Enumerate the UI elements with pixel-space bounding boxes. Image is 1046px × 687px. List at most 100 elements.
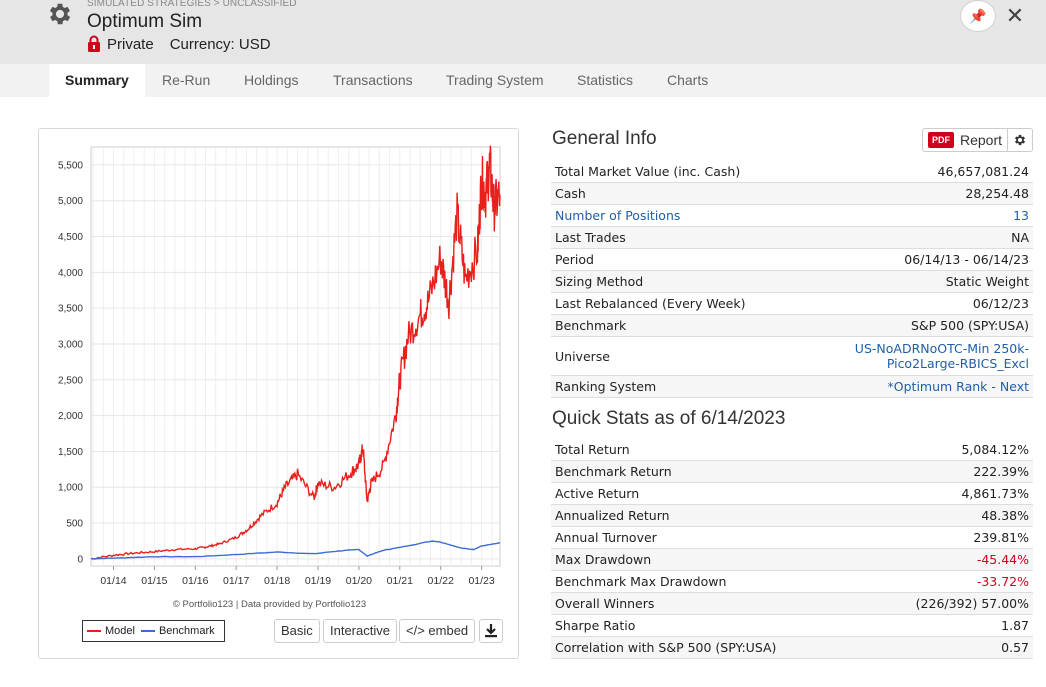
table-row: Total Market Value (inc. Cash) 46,657,081… xyxy=(551,161,1033,183)
series-line-benchmark xyxy=(90,540,501,560)
row-label: Max Drawdown xyxy=(555,552,652,567)
basic-chart-button[interactable]: Basic xyxy=(274,619,320,643)
row-value: NA xyxy=(1011,230,1029,245)
pdf-icon: PDF xyxy=(928,132,954,148)
row-label: Universe xyxy=(555,348,610,364)
table-row: Last Trades NA xyxy=(551,227,1033,249)
row-value: (226/392) 57.00% xyxy=(915,596,1029,611)
strategy-meta: Private Currency: USD xyxy=(87,35,271,53)
row-label: Total Market Value (inc. Cash) xyxy=(555,164,741,179)
row-value: 5,084.12% xyxy=(961,442,1029,457)
page-header: SIMULATED STRATEGIES > UNCLASSIFIED Opti… xyxy=(0,0,1046,64)
row-label: Annualized Return xyxy=(555,508,670,523)
lock-icon xyxy=(88,35,100,52)
tab-holdings[interactable]: Holdings xyxy=(244,72,299,88)
tab-charts[interactable]: Charts xyxy=(667,72,709,88)
y-tick-label: 4,500 xyxy=(58,232,83,243)
x-tick-label: 01/14 xyxy=(100,575,126,587)
y-tick-label: 5,000 xyxy=(58,196,83,207)
row-value: 1.87 xyxy=(1001,618,1029,633)
tab-bar: Summary Re-Run Holdings Transactions Tra… xyxy=(0,64,1046,97)
legend-label-model: Model xyxy=(105,625,135,637)
table-row: Benchmark Return 222.39% xyxy=(551,461,1033,483)
chart-legend: Model Benchmark xyxy=(82,620,225,642)
report-label: Report xyxy=(960,132,1003,148)
row-value: -33.72% xyxy=(976,574,1029,589)
row-label: Sharpe Ratio xyxy=(555,618,636,633)
table-row: Correlation with S&P 500 (SPY:USA) 0.57 xyxy=(551,637,1033,659)
table-row: Overall Winners (226/392) 57.00% xyxy=(551,593,1033,615)
row-label: Correlation with S&P 500 (SPY:USA) xyxy=(555,640,777,655)
row-label: Benchmark xyxy=(555,318,627,333)
y-tick-label: 500 xyxy=(66,519,83,530)
legend-label-benchmark: Benchmark xyxy=(158,625,215,637)
download-icon xyxy=(485,624,497,638)
universe-link[interactable]: US-NoADRNoOTC-Min 250k- Pico2Large-RBICS_… xyxy=(855,341,1029,371)
y-tick-label: 4,000 xyxy=(58,268,83,279)
number-of-positions-link[interactable]: Number of Positions xyxy=(555,208,681,223)
row-value: 28,254.48 xyxy=(965,186,1029,201)
universe-line-2: Pico2Large-RBICS_Excl xyxy=(886,356,1029,371)
y-tick-label: 2,500 xyxy=(58,375,83,386)
table-row: Max Drawdown -45.44% xyxy=(551,549,1033,571)
ranking-system-link[interactable]: *Optimum Rank - Next xyxy=(887,379,1029,394)
interactive-chart-button[interactable]: Interactive xyxy=(323,619,397,643)
table-row: Last Rebalanced (Every Week) 06/12/23 xyxy=(551,293,1033,315)
table-row: Ranking System *Optimum Rank - Next xyxy=(551,376,1033,398)
currency-label: Currency: USD xyxy=(169,35,271,53)
x-tick-label: 01/20 xyxy=(346,575,372,587)
table-row: Total Return 5,084.12% xyxy=(551,439,1033,461)
tab-statistics[interactable]: Statistics xyxy=(577,72,634,88)
gear-icon xyxy=(1014,134,1026,146)
privacy-label: Private xyxy=(107,35,154,53)
table-row: Annualized Return 48.38% xyxy=(551,505,1033,527)
table-row: Active Return 4,861.73% xyxy=(551,483,1033,505)
chart-credit: © Portfolio123 | Data provided by Portfo… xyxy=(173,599,366,610)
close-icon[interactable]: ✕ xyxy=(1005,3,1025,28)
pdf-report-button[interactable]: PDF Report xyxy=(922,128,1008,152)
legend-item-model[interactable]: Model xyxy=(87,625,135,637)
row-label: Last Rebalanced (Every Week) xyxy=(555,296,746,311)
report-settings-button[interactable] xyxy=(1008,128,1033,152)
table-row: Period 06/14/13 - 06/14/23 xyxy=(551,249,1033,271)
table-row: Universe US-NoADRNoOTC-Min 250k- Pico2Larg… xyxy=(551,337,1033,376)
universe-line-1: US-NoADRNoOTC-Min 250k- xyxy=(854,341,1029,356)
tab-summary[interactable]: Summary xyxy=(49,64,145,97)
general-info-table: Total Market Value (inc. Cash) 46,657,081… xyxy=(551,161,1033,398)
x-tick-label: 01/21 xyxy=(387,575,413,587)
tab-transactions[interactable]: Transactions xyxy=(333,72,413,88)
tab-re-run[interactable]: Re-Run xyxy=(162,72,211,88)
row-label: Annual Turnover xyxy=(555,530,657,545)
y-tick-label: 1,000 xyxy=(58,483,83,494)
positions-count-link[interactable]: 13 xyxy=(1013,208,1029,223)
row-label: Active Return xyxy=(555,486,640,501)
table-row: Benchmark Max Drawdown -33.72% xyxy=(551,571,1033,593)
y-tick-label: 3,000 xyxy=(58,339,83,350)
table-row: Number of Positions 13 xyxy=(551,205,1033,227)
row-value: 06/12/23 xyxy=(972,296,1029,311)
row-label: Benchmark Max Drawdown xyxy=(555,574,727,589)
row-value: 46,657,081.24 xyxy=(937,164,1029,179)
row-value: 0.57 xyxy=(1001,640,1029,655)
x-tick-label: 01/18 xyxy=(264,575,290,587)
row-value: 4,861.73% xyxy=(961,486,1029,501)
row-label: Cash xyxy=(555,186,586,201)
breadcrumb[interactable]: SIMULATED STRATEGIES > UNCLASSIFIED xyxy=(87,0,297,9)
x-tick-label: 01/19 xyxy=(305,575,331,587)
table-row: Annual Turnover 239.81% xyxy=(551,527,1033,549)
row-label: Total Return xyxy=(555,442,630,457)
embed-button[interactable]: </> embed xyxy=(399,619,476,643)
x-tick-label: 01/22 xyxy=(428,575,454,587)
pin-icon[interactable]: 📌 xyxy=(960,0,996,32)
plot-area xyxy=(90,146,501,567)
download-button[interactable] xyxy=(479,619,503,643)
quick-stats-table: Total Return 5,084.12% Benchmark Return 22… xyxy=(551,439,1033,659)
x-tick-label: 01/17 xyxy=(223,575,249,587)
row-label: Ranking System xyxy=(555,379,657,394)
legend-item-benchmark[interactable]: Benchmark xyxy=(140,625,215,637)
y-tick-label: 2,000 xyxy=(58,411,83,422)
tab-trading-system[interactable]: Trading System xyxy=(446,72,544,88)
gear-icon[interactable] xyxy=(46,0,74,28)
row-value: 48.38% xyxy=(981,508,1029,523)
row-label: Overall Winners xyxy=(555,596,655,611)
